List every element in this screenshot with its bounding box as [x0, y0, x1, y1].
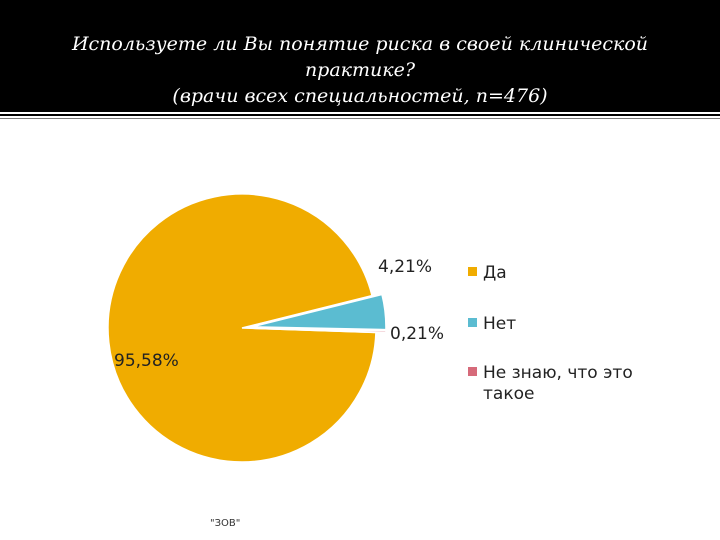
title-bar: Используете ли Вы понятие риска в своей …	[0, 0, 720, 112]
pie-slice-1	[107, 193, 377, 463]
data-label-3: 0,21%	[390, 324, 444, 344]
pie-data-labels: 95,58% 4,21% 0,21%	[114, 257, 444, 371]
chart-title-line-1: Используете ли Вы понятие риска в своей …	[71, 33, 649, 55]
pie-slices	[107, 193, 387, 463]
divider-thin	[0, 118, 720, 119]
legend-swatch-2	[468, 318, 477, 327]
legend-swatch-1	[468, 267, 477, 276]
legend-swatch-3	[468, 367, 477, 376]
legend-label-1-line-1: Да	[483, 263, 507, 283]
pie-slice-2	[251, 293, 387, 331]
legend-label-2-line-1: Нет	[483, 314, 516, 334]
chart-subtitle: (врачи всех специальностей, n=476)	[172, 85, 548, 107]
divider-thick	[0, 114, 720, 116]
pie-slice-3	[251, 327, 387, 334]
chart-title-line-2: практике?	[304, 59, 416, 81]
legend-label-3-line-1: Не знаю, что это	[483, 363, 633, 383]
footnote: "ЗОВ"	[210, 518, 241, 529]
data-label-1: 95,58%	[114, 351, 179, 371]
legend-label-3-line-2: такое	[483, 384, 534, 404]
data-label-2: 4,21%	[378, 257, 432, 277]
